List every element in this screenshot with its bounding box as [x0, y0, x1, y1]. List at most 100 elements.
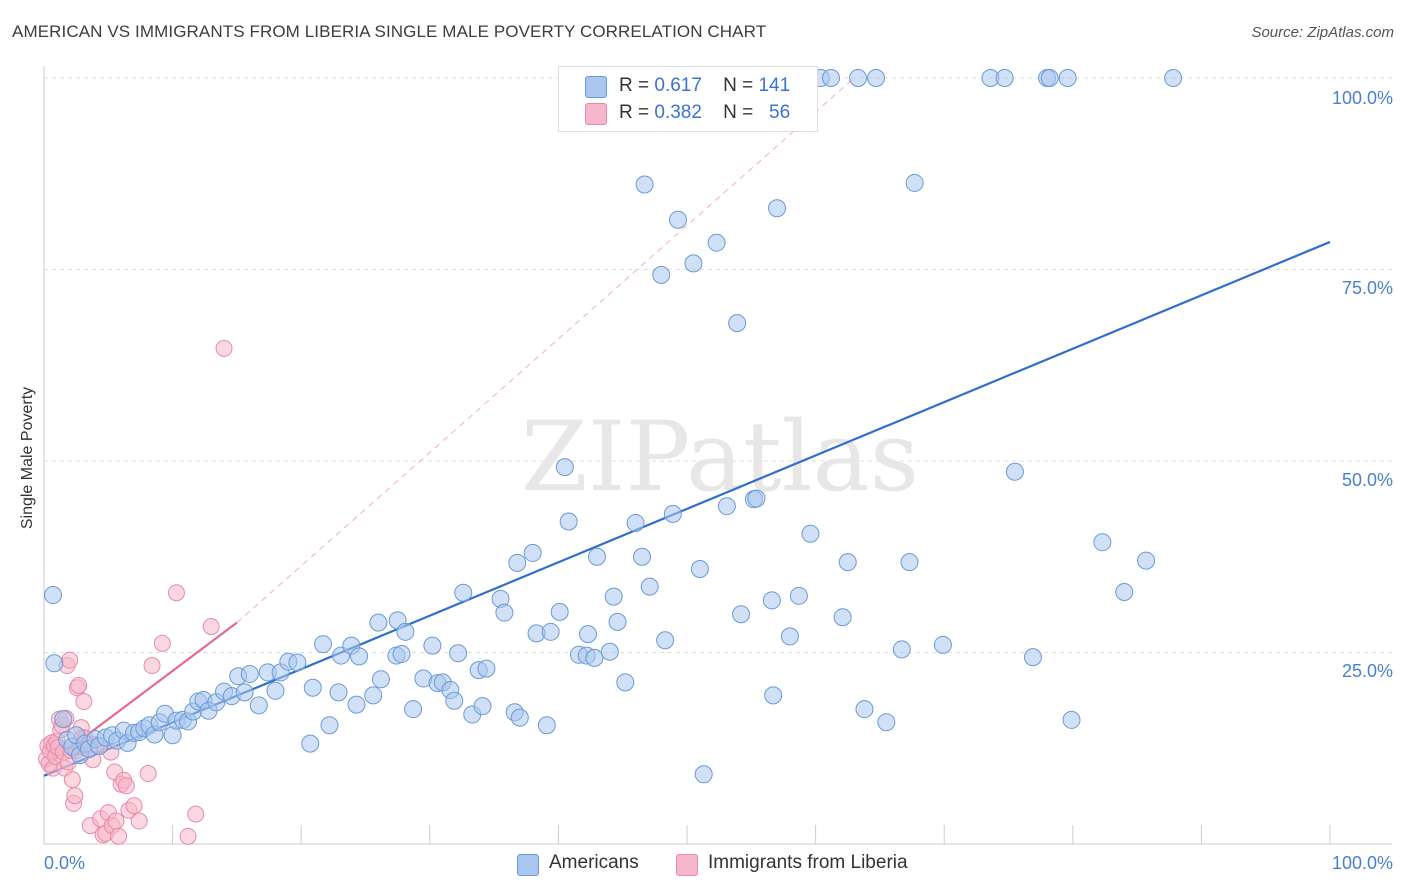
- americans-point: [849, 69, 868, 87]
- americans-point: [732, 605, 751, 624]
- americans-point: [288, 653, 307, 672]
- americans-point: [656, 631, 675, 650]
- liberia-point: [202, 617, 220, 635]
- americans-point: [550, 602, 569, 621]
- americans-point: [266, 681, 285, 700]
- americans-r-value: 0.617: [654, 75, 702, 96]
- legend-americans-text: R = 0.617 N = 141: [619, 75, 790, 97]
- americans-point: [495, 603, 514, 622]
- americans-point: [892, 640, 911, 659]
- americans-point: [320, 716, 339, 735]
- americans-point: [1040, 69, 1059, 87]
- americans-point: [616, 673, 635, 692]
- liberia-legend-swatch: [676, 854, 698, 876]
- americans-point: [867, 69, 886, 87]
- americans-point: [801, 524, 820, 543]
- liberia-point: [117, 777, 135, 795]
- americans-point: [329, 683, 348, 702]
- americans-point: [235, 683, 254, 702]
- liberia-legend-label: Immigrants from Liberia: [708, 852, 908, 873]
- americans-point: [780, 627, 799, 646]
- americans-point: [995, 69, 1014, 87]
- liberia-trend-extension: [236, 77, 855, 624]
- americans-point: [54, 710, 73, 729]
- liberia-point: [66, 787, 84, 805]
- liberia-point: [215, 339, 233, 357]
- americans-point: [249, 696, 268, 715]
- americans-point: [314, 635, 333, 654]
- americans-point: [684, 254, 703, 273]
- americans-point: [717, 497, 736, 516]
- americans-point: [537, 716, 556, 735]
- axes: [43, 66, 1392, 845]
- americans-point: [768, 199, 787, 218]
- x-tick-min: 0.0%: [44, 853, 85, 873]
- liberia-point: [143, 657, 161, 675]
- americans-point: [762, 591, 781, 610]
- liberia-point: [70, 676, 88, 694]
- liberia-n-value: 56: [769, 102, 791, 123]
- americans-point: [1062, 710, 1081, 729]
- americans-point: [301, 734, 320, 753]
- americans-point: [44, 586, 63, 605]
- chart-title: AMERICAN VS IMMIGRANTS FROM LIBERIA SING…: [12, 22, 767, 41]
- liberia-point: [61, 651, 79, 669]
- americans-point: [445, 691, 464, 710]
- r-label: R =: [619, 102, 650, 123]
- americans-point: [855, 700, 874, 719]
- liberia-point: [63, 771, 81, 789]
- americans-point: [587, 547, 606, 566]
- liberia-point: [153, 634, 171, 652]
- americans-point: [900, 553, 919, 572]
- americans-point: [578, 625, 597, 644]
- americans-point: [838, 553, 857, 572]
- americans-point: [694, 765, 713, 784]
- americans-point: [541, 622, 560, 641]
- liberia-point: [125, 797, 143, 815]
- americans-point: [626, 514, 645, 533]
- americans-point: [369, 613, 388, 632]
- y-tick-75: 75.0%: [1342, 278, 1393, 298]
- americans-point: [905, 173, 924, 192]
- americans-point: [510, 708, 529, 727]
- americans-point: [690, 560, 709, 579]
- americans-point: [1023, 648, 1042, 667]
- americans-point: [1164, 69, 1183, 87]
- gridlines: [44, 77, 1392, 653]
- americans-point: [707, 233, 726, 252]
- americans-point: [652, 265, 671, 284]
- liberia-point: [139, 765, 157, 783]
- liberia-swatch: [585, 103, 607, 125]
- americans-point: [635, 175, 654, 194]
- americans-point: [764, 686, 783, 705]
- liberia-point: [167, 584, 185, 602]
- americans-point: [1058, 69, 1077, 87]
- americans-point: [523, 543, 542, 562]
- r-label: R =: [619, 75, 650, 96]
- americans-point: [371, 670, 390, 689]
- liberia-point: [110, 827, 128, 845]
- americans-point: [423, 636, 442, 655]
- americans-point: [585, 648, 604, 667]
- y-tick-25: 25.0%: [1342, 661, 1393, 681]
- y-tick-50: 50.0%: [1342, 470, 1393, 490]
- americans-point: [608, 612, 627, 631]
- americans-point: [747, 489, 766, 508]
- liberia-r-value: 0.382: [654, 102, 702, 123]
- liberia-point: [179, 827, 197, 845]
- americans-point: [449, 644, 468, 663]
- americans-trend-line: [43, 240, 1331, 777]
- americans-point: [350, 647, 369, 666]
- americans-point: [303, 678, 322, 697]
- tick-labels: 0.0% 100.0% 25.0% 50.0% 75.0% 100.0%: [44, 88, 1393, 873]
- americans-point: [833, 608, 852, 627]
- americans-point: [477, 659, 496, 678]
- americans-point: [604, 587, 623, 606]
- americans-swatch: [585, 76, 607, 98]
- n-label: N =: [723, 75, 754, 96]
- americans-point: [347, 695, 366, 714]
- americans-point: [1093, 533, 1112, 552]
- americans-n-value: 141: [758, 75, 791, 96]
- liberia-point: [130, 812, 148, 830]
